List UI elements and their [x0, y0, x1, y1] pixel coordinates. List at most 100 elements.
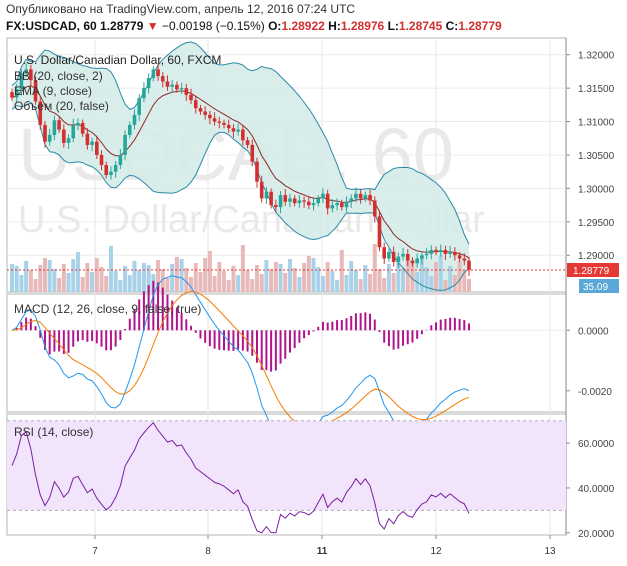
candle-body — [193, 100, 198, 109]
ema-line — [11, 85, 470, 259]
volume-bar — [236, 275, 241, 292]
rsi-band — [7, 420, 566, 511]
volume-bar — [269, 269, 274, 292]
candle-body — [453, 251, 457, 256]
candle-body — [443, 249, 448, 254]
volume-bar — [217, 262, 222, 292]
symbol-header: FX:USDCAD, 60 1.28779 ▼ −0.00198 (−0.15%… — [6, 19, 502, 33]
volume-bar — [212, 276, 217, 292]
candle-body — [325, 193, 330, 209]
macd-signal-line — [11, 291, 470, 429]
candle-body — [372, 200, 377, 217]
volume-bar — [71, 259, 76, 292]
candle-body — [288, 198, 292, 202]
candle-body — [212, 118, 217, 122]
volume-bar — [99, 267, 104, 292]
volume-bar — [339, 250, 344, 292]
volume-bar — [259, 274, 264, 292]
volume-bar — [434, 262, 439, 292]
volume-bar — [141, 263, 146, 292]
candle-body — [62, 129, 66, 143]
volume-bar — [283, 273, 288, 292]
candle-body — [43, 124, 47, 142]
volume-bar — [302, 263, 307, 292]
candle-body — [255, 161, 259, 182]
candle-body — [142, 88, 146, 99]
candle-body — [189, 94, 193, 101]
volume-bar — [443, 280, 448, 292]
volume-bar — [363, 265, 368, 292]
volume-bar — [198, 272, 203, 292]
candle-body — [137, 98, 142, 115]
volume-bar — [14, 266, 19, 292]
volume-bar — [438, 255, 443, 292]
volume-bar — [410, 263, 415, 292]
candle-body — [391, 251, 396, 262]
candle-body — [52, 120, 57, 135]
candle-body — [358, 193, 363, 199]
candle-body — [250, 144, 255, 162]
volume-bar — [452, 275, 457, 292]
volume-bar — [250, 279, 255, 292]
candle-body — [132, 114, 137, 125]
volume-bar — [344, 275, 349, 292]
time-axis-label: 12 — [430, 546, 442, 557]
candle-body — [10, 92, 14, 98]
volume-bar — [85, 263, 90, 292]
candle-body — [401, 253, 405, 257]
price-axis-label: 1.31500 — [578, 84, 615, 95]
close-value: 1.28779 — [458, 19, 502, 33]
price-axis-label: 1.29500 — [578, 218, 615, 229]
candle-body — [241, 129, 245, 141]
volume-bar — [231, 266, 236, 292]
volume-bar — [372, 244, 377, 292]
volume-bar — [179, 259, 184, 292]
candle-body — [113, 165, 118, 172]
volume-bar — [358, 279, 363, 292]
rsi-axis-label: 20.0000 — [578, 529, 615, 540]
candle-body — [76, 122, 80, 125]
candle-body — [259, 181, 264, 199]
volume-bar — [419, 258, 424, 292]
candle-body — [29, 69, 33, 81]
candle-body — [368, 195, 372, 201]
candle-body — [462, 258, 467, 261]
symbol-name: FX:USDCAD, 60 — [6, 19, 97, 33]
low-value: 1.28745 — [398, 19, 443, 33]
candle-body — [420, 255, 424, 259]
candle-body — [66, 138, 71, 143]
volume-bar — [47, 260, 52, 292]
candle-body — [203, 111, 207, 115]
price-axis-label: 1.32000 — [578, 51, 615, 62]
candle-body — [109, 171, 113, 176]
candle-body — [274, 205, 278, 208]
volume-bar — [320, 276, 325, 292]
candle-body — [363, 195, 368, 199]
time-axis-label: 13 — [544, 546, 556, 557]
candle-body — [278, 195, 283, 208]
candle-body — [160, 76, 165, 82]
candle-body — [344, 201, 349, 208]
volume-bar — [123, 266, 128, 292]
volume-bar — [292, 268, 297, 292]
macd-line — [11, 275, 470, 441]
candle-body — [118, 154, 123, 165]
candle-body — [377, 216, 382, 248]
volume-bar — [24, 261, 29, 292]
volume-bar — [33, 279, 38, 292]
candle-body — [330, 205, 335, 209]
volume-bar — [28, 270, 33, 292]
candle-body — [236, 129, 240, 132]
volume-bar — [467, 279, 471, 292]
volume-bar — [203, 258, 208, 292]
volume-bar — [160, 269, 165, 292]
candle-body — [321, 193, 325, 199]
volume-bar — [335, 280, 340, 292]
volume-tag — [579, 279, 619, 294]
main-chart-title: U.S. Dollar/Canadian Dollar, 60, FXCM — [14, 53, 221, 67]
candle-body — [104, 165, 109, 176]
candle-body — [245, 140, 250, 145]
candle-body — [438, 249, 443, 252]
macd-axis-label: -0.0020 — [578, 387, 612, 398]
